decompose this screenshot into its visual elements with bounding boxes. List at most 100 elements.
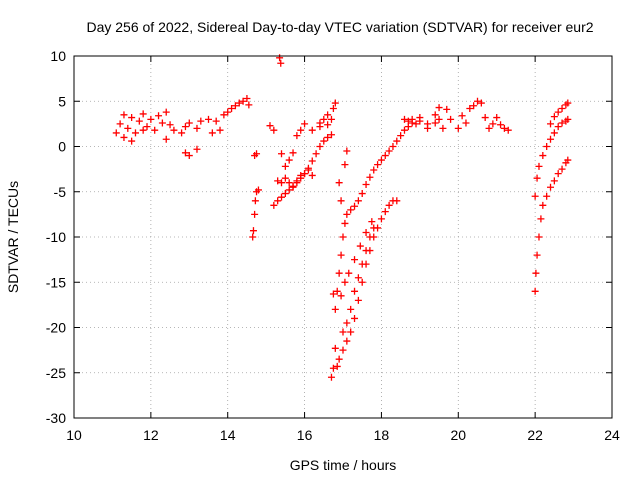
y-tick-label: -5 [54,184,67,200]
data-point [170,126,178,134]
data-point [408,115,416,123]
data-point [377,156,385,164]
data-point [345,269,353,277]
data-point [533,251,541,259]
data-point [320,137,328,145]
y-tick-labels: 10 5 0 -5 -10 -15 -20 -25 -30 [46,48,66,426]
x-tick-label: 24 [604,427,620,443]
data-point [554,123,562,131]
data-point [193,145,201,153]
data-point [120,111,128,119]
data-point [347,206,355,214]
data-point [554,108,562,116]
data-point [181,149,189,157]
data-point [331,344,339,352]
series-arc-14.6-15 [249,150,262,241]
data-point [377,215,385,223]
data-point [337,197,345,205]
data-point [304,164,312,172]
data-point [224,108,232,116]
x-tick-label: 14 [220,427,236,443]
data-point [120,133,128,141]
data-point [470,102,478,110]
data-point [532,269,540,277]
data-point [362,228,370,236]
data-point [193,124,201,132]
y-tick-label: -10 [46,229,66,245]
data-point [297,174,305,182]
data-point [558,165,566,173]
data-point [558,104,566,112]
points-layer [112,54,572,381]
data-point [151,126,159,134]
data-point [112,129,120,137]
data-point [235,99,243,107]
data-point [370,166,378,174]
y-tick-label: 5 [58,93,66,109]
y-tick-label: -30 [46,410,66,426]
data-point [243,95,251,103]
data-point [285,186,293,194]
data-point [424,120,432,128]
data-point [339,328,347,336]
x-tick-label: 12 [143,427,159,443]
data-point [356,242,364,250]
data-point [324,111,332,119]
data-point [547,183,555,191]
data-point [320,115,328,123]
data-point [308,171,316,179]
data-point [278,193,286,201]
data-point [431,111,439,119]
data-point [327,131,335,139]
data-point [550,113,558,121]
data-point [443,105,451,113]
data-point [181,123,189,131]
data-point [208,129,216,137]
y-tick-label: 0 [58,139,66,155]
chart-title: Day 256 of 2022, Sidereal Day-to-day VTE… [86,19,593,35]
data-point [354,197,362,205]
data-point [281,190,289,198]
data-point [454,124,462,132]
data-point [143,123,151,131]
data-point [331,99,339,107]
data-point [308,126,316,134]
data-point [327,115,335,123]
data-point [362,181,370,189]
data-point [274,177,282,185]
series-band-11-14.6 [112,95,253,160]
data-point [564,99,572,107]
data-point [351,256,359,264]
data-point [354,274,362,282]
data-point [251,210,259,218]
data-point [366,233,374,241]
y-tick-label: -20 [46,320,66,336]
data-point [504,126,512,134]
data-point [535,233,543,241]
data-point [324,133,332,141]
data-point [435,115,443,123]
data-point [404,117,412,125]
data-point [341,278,349,286]
data-point [358,278,366,286]
y-tick-label: -25 [46,365,66,381]
data-point [416,114,424,122]
data-point [533,174,541,182]
data-point [285,156,293,164]
data-point [249,233,257,241]
data-point [116,120,124,128]
data-point [393,197,401,205]
series-descending-band-15.2-16.8 [270,131,335,209]
data-point [228,104,236,112]
data-point [366,173,374,181]
data-point [500,124,508,132]
data-point [550,129,558,137]
data-point [351,202,359,210]
data-point [327,373,335,381]
data-point [381,208,389,216]
data-point [128,114,136,122]
data-point [231,102,239,110]
data-point [547,135,555,143]
data-point [331,305,339,313]
